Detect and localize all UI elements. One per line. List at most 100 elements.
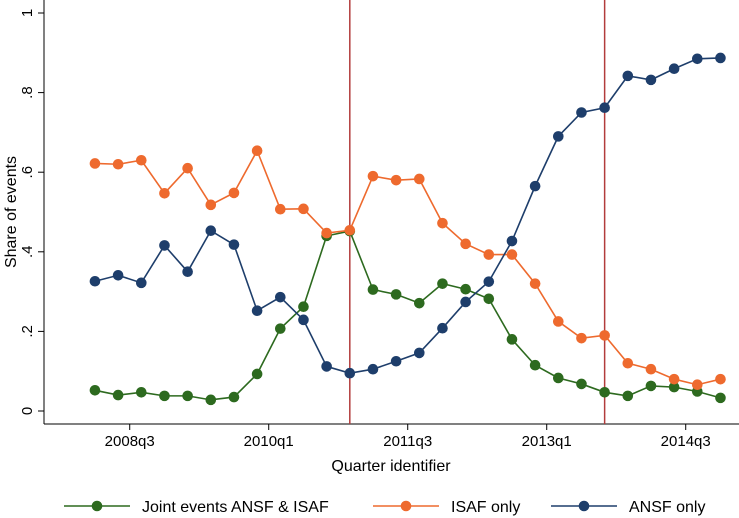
x-axis-ticks: 2008q3 2010q1 2011q3 2013q1 2014q3 (105, 424, 711, 450)
data-point (136, 386, 147, 398)
data-point (715, 373, 726, 385)
legend-swatch-marker (400, 500, 412, 512)
data-point (460, 238, 471, 250)
data-point (367, 284, 379, 295)
data-point (367, 363, 379, 375)
data-point (205, 394, 217, 406)
data-point (251, 305, 263, 317)
y-axis-title: Share of events (3, 156, 20, 268)
data-point (136, 277, 147, 289)
data-point (390, 289, 402, 300)
data-point (251, 368, 263, 380)
legend-item: ANSF only (551, 499, 705, 516)
data-point (344, 225, 356, 236)
data-point (668, 63, 680, 75)
data-point (483, 249, 495, 260)
data-point (251, 145, 263, 157)
data-point (321, 361, 332, 372)
data-point (437, 217, 448, 229)
x-tick-label: 2008q3 (105, 433, 155, 450)
x-tick-label: 2011q3 (383, 433, 432, 450)
y-tick-label: 0 (19, 407, 36, 415)
data-point (89, 385, 101, 396)
x-tick-label: 2013q1 (522, 433, 572, 450)
data-point (298, 314, 309, 326)
data-point (390, 174, 402, 186)
data-point (668, 381, 680, 393)
data-point (553, 131, 564, 142)
data-point (599, 330, 610, 341)
data-point (506, 235, 518, 247)
data-point (715, 52, 726, 64)
series-line (94, 230, 721, 401)
data-point (414, 173, 425, 185)
data-point (89, 158, 101, 169)
data-point (460, 296, 471, 308)
data-point (89, 275, 101, 287)
data-point (553, 316, 564, 327)
legend-label: ISAF only (451, 499, 520, 516)
data-point (576, 107, 587, 118)
data-point (460, 283, 471, 295)
data-point (529, 278, 541, 289)
legend-item: ISAF only (373, 499, 520, 516)
data-point (645, 380, 657, 392)
data-point (136, 154, 147, 166)
y-tick-label: .4 (19, 246, 36, 259)
legend-label: Joint events ANSF & ISAF (142, 499, 329, 516)
data-point (228, 187, 240, 199)
data-point (553, 372, 564, 384)
series-2 (89, 145, 726, 391)
y-tick-label: .2 (19, 325, 36, 338)
x-tick-label: 2010q1 (244, 433, 294, 450)
data-point (298, 301, 309, 313)
legend-label: ANSF only (629, 499, 705, 516)
y-tick-label: 1 (19, 9, 36, 17)
data-point (205, 199, 217, 211)
data-point (506, 249, 518, 260)
data-point (112, 158, 124, 170)
data-point (622, 70, 634, 82)
data-point (321, 227, 332, 239)
legend-swatch-marker (578, 500, 590, 512)
data-point (205, 225, 217, 237)
legend: Joint events ANSF & ISAF ISAF only ANSF on… (64, 499, 705, 516)
data-point (414, 347, 425, 359)
series-layer (89, 52, 726, 406)
data-point (390, 355, 402, 367)
data-point (715, 392, 726, 404)
series-3 (89, 52, 726, 379)
y-tick-label: .8 (19, 86, 36, 99)
reference-lines (349, 0, 606, 424)
data-point (228, 239, 240, 250)
data-point (228, 391, 240, 403)
data-point (367, 170, 379, 182)
y-tick-label: .6 (19, 166, 36, 179)
data-point (112, 389, 124, 401)
data-point (159, 240, 170, 251)
data-point (483, 276, 495, 287)
data-point (576, 332, 587, 344)
data-point (622, 357, 634, 369)
data-point (668, 373, 680, 385)
data-point (344, 367, 356, 379)
series-line (94, 148, 721, 386)
data-point (182, 266, 193, 278)
data-point (529, 359, 541, 371)
data-point (645, 363, 657, 375)
data-point (622, 390, 634, 402)
data-point (275, 323, 286, 334)
data-point (414, 297, 425, 309)
x-tick-label: 2014q3 (661, 433, 711, 450)
data-point (182, 162, 193, 174)
data-point (645, 74, 657, 86)
series-1 (89, 225, 726, 406)
data-point (692, 379, 703, 391)
data-point (692, 53, 703, 65)
data-point (298, 203, 309, 215)
data-point (159, 390, 170, 402)
x-axis-title: Quarter identifier (331, 458, 451, 475)
data-point (112, 269, 124, 281)
data-point (599, 386, 610, 398)
